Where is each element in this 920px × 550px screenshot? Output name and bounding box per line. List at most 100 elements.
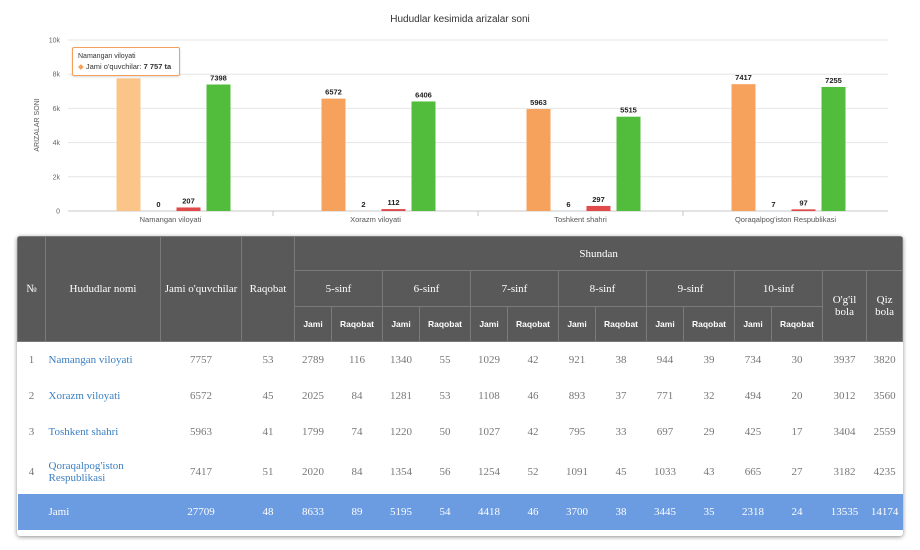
table-row: 1 Namangan viloyati 7757 53 2789 116 1340 55 102… [18, 342, 903, 378]
bar [791, 209, 816, 211]
table-cell: 6572 [190, 389, 212, 402]
table-cell: 3937 [833, 353, 856, 366]
bar [206, 84, 231, 211]
bar-value-label: 112 [387, 198, 399, 207]
total-cell: 35 [683, 493, 735, 530]
x-tick-label: Toshkent shahri [554, 215, 607, 224]
y-tick-label: 6k [53, 106, 61, 113]
table-cell: 1340 [390, 353, 412, 366]
table-cell: 2559 [873, 425, 896, 438]
region-name-link[interactable]: Qoraqalpog'iston Respublikasi [48, 459, 124, 484]
table-cell: 51 [262, 465, 274, 478]
table-row: 2 Xorazm viloyati 6572 45 2025 84 1281 53 1108 46… [18, 378, 903, 414]
bar-value-label: 7 [771, 200, 775, 209]
table-cell: 32 [703, 389, 715, 402]
header-jami: Jami [382, 306, 420, 342]
table-cell: 56 [439, 465, 451, 478]
header-total-students: Jami o'quvchilar [160, 236, 242, 342]
y-tick-label: 2k [53, 174, 61, 181]
header-grade-8: 8-sinf [558, 270, 647, 307]
total-row-number [17, 493, 46, 530]
header-grade-10: 10-sinf [734, 270, 823, 307]
total-cell: 3445 [646, 493, 684, 530]
total-cell: 5195 [382, 493, 420, 530]
header-boys: O'g'il bola [822, 270, 867, 342]
y-tick-label: 10k [49, 38, 61, 45]
bar [411, 101, 436, 211]
table-cell: 1091 [566, 465, 588, 478]
header-raqobat: Raqobat [419, 306, 471, 342]
y-tick-label: 8k [53, 72, 61, 79]
chart-tooltip: Namangan viloyati ◆ Jami o'quvchilar: 7 … [72, 47, 180, 76]
table-cell: 37 [615, 389, 627, 402]
table-cell: 20 [791, 389, 803, 402]
total-cell: 54 [419, 493, 471, 530]
table-cell: 38 [615, 353, 627, 366]
row-number: 1 [28, 353, 35, 366]
x-tick-label: Qoraqalpog'iston Respublikasi [735, 215, 836, 224]
header-raqobat: Raqobat [595, 306, 647, 342]
table-cell: 3012 [833, 389, 856, 402]
total-cell: 38 [595, 493, 647, 530]
x-tick-label: Namangan viloyati [140, 215, 202, 224]
tooltip-series-label: Jami o'quvchilar: [85, 62, 142, 71]
table-cell: 7417 [190, 465, 212, 478]
region-name-link[interactable]: Namangan viloyati [48, 353, 133, 366]
total-cell: 14174 [866, 493, 903, 530]
table-cell: 1108 [478, 389, 500, 402]
chart-title: Hududlar kesimida arizalar soni [390, 14, 530, 25]
grid-lines [68, 39, 888, 212]
region-name-link[interactable]: Toshkent shahri [48, 425, 119, 438]
table-cell: 27 [791, 465, 803, 478]
total-cell: 8633 [294, 493, 332, 530]
table-cell: 1220 [390, 425, 412, 438]
y-tick-labels: 0 2k 4k 6k 8k 10k [49, 38, 61, 216]
table-cell: 665 [744, 465, 762, 478]
table-cell: 116 [348, 353, 366, 366]
table-cell: 39 [703, 353, 715, 366]
table-cell: 84 [351, 465, 363, 478]
bar [616, 116, 641, 211]
table-cell: 3182 [833, 465, 856, 478]
table-cell: 3820 [873, 353, 896, 366]
total-cell: 89 [331, 493, 383, 530]
table-cell: 4235 [873, 465, 896, 478]
table-cell: 1033 [654, 465, 676, 478]
total-cell: 24 [771, 493, 823, 530]
header-grade-7: 7-sinf [470, 270, 559, 307]
table-cell: 921 [568, 353, 586, 366]
header-number: № [17, 236, 46, 342]
table-cell: 944 [656, 353, 674, 366]
bar [176, 207, 201, 211]
table-cell: 697 [656, 425, 674, 438]
table-cell: 52 [527, 465, 539, 478]
table-cell: 17 [791, 425, 803, 438]
table-cell: 7757 [190, 353, 212, 366]
total-cell: 4418 [470, 493, 508, 530]
header-grade-6: 6-sinf [382, 270, 471, 307]
header-raqobat: Raqobat [331, 306, 383, 342]
bar-value-label: 207 [182, 196, 195, 205]
x-tick-label: Xorazm viloyati [350, 215, 401, 224]
bar-data-labels: 0 207 7398 6572 2 112 6406 5963 6 297 5515 7417 7 97 7… [156, 73, 841, 209]
region-name-link[interactable]: Xorazm viloyati [48, 389, 121, 402]
bar-value-label: 7398 [210, 73, 227, 82]
y-axis-label: ARIZALAR SONI [34, 98, 41, 151]
table-cell: 1254 [478, 465, 500, 478]
bars [116, 78, 846, 211]
table-cell: 3560 [873, 389, 896, 402]
table-cell: 50 [439, 425, 451, 438]
table-cell: 74 [351, 425, 363, 438]
bar-value-label: 6572 [325, 88, 342, 97]
table-cell: 84 [351, 389, 363, 402]
bar-value-label: 97 [799, 198, 807, 207]
total-cell: 48 [241, 493, 295, 530]
total-cell: 46 [507, 493, 559, 530]
x-tick-labels: Namangan viloyati Xorazm viloyati Toshkent… [140, 211, 836, 224]
bar-value-label: 6 [566, 200, 570, 209]
table-cell: 2020 [302, 465, 324, 478]
header-raqobat: Raqobat [771, 306, 823, 342]
bar-value-label: 5515 [620, 106, 637, 115]
header-girls: Qiz bola [865, 270, 903, 342]
table-cell: 46 [527, 389, 539, 402]
